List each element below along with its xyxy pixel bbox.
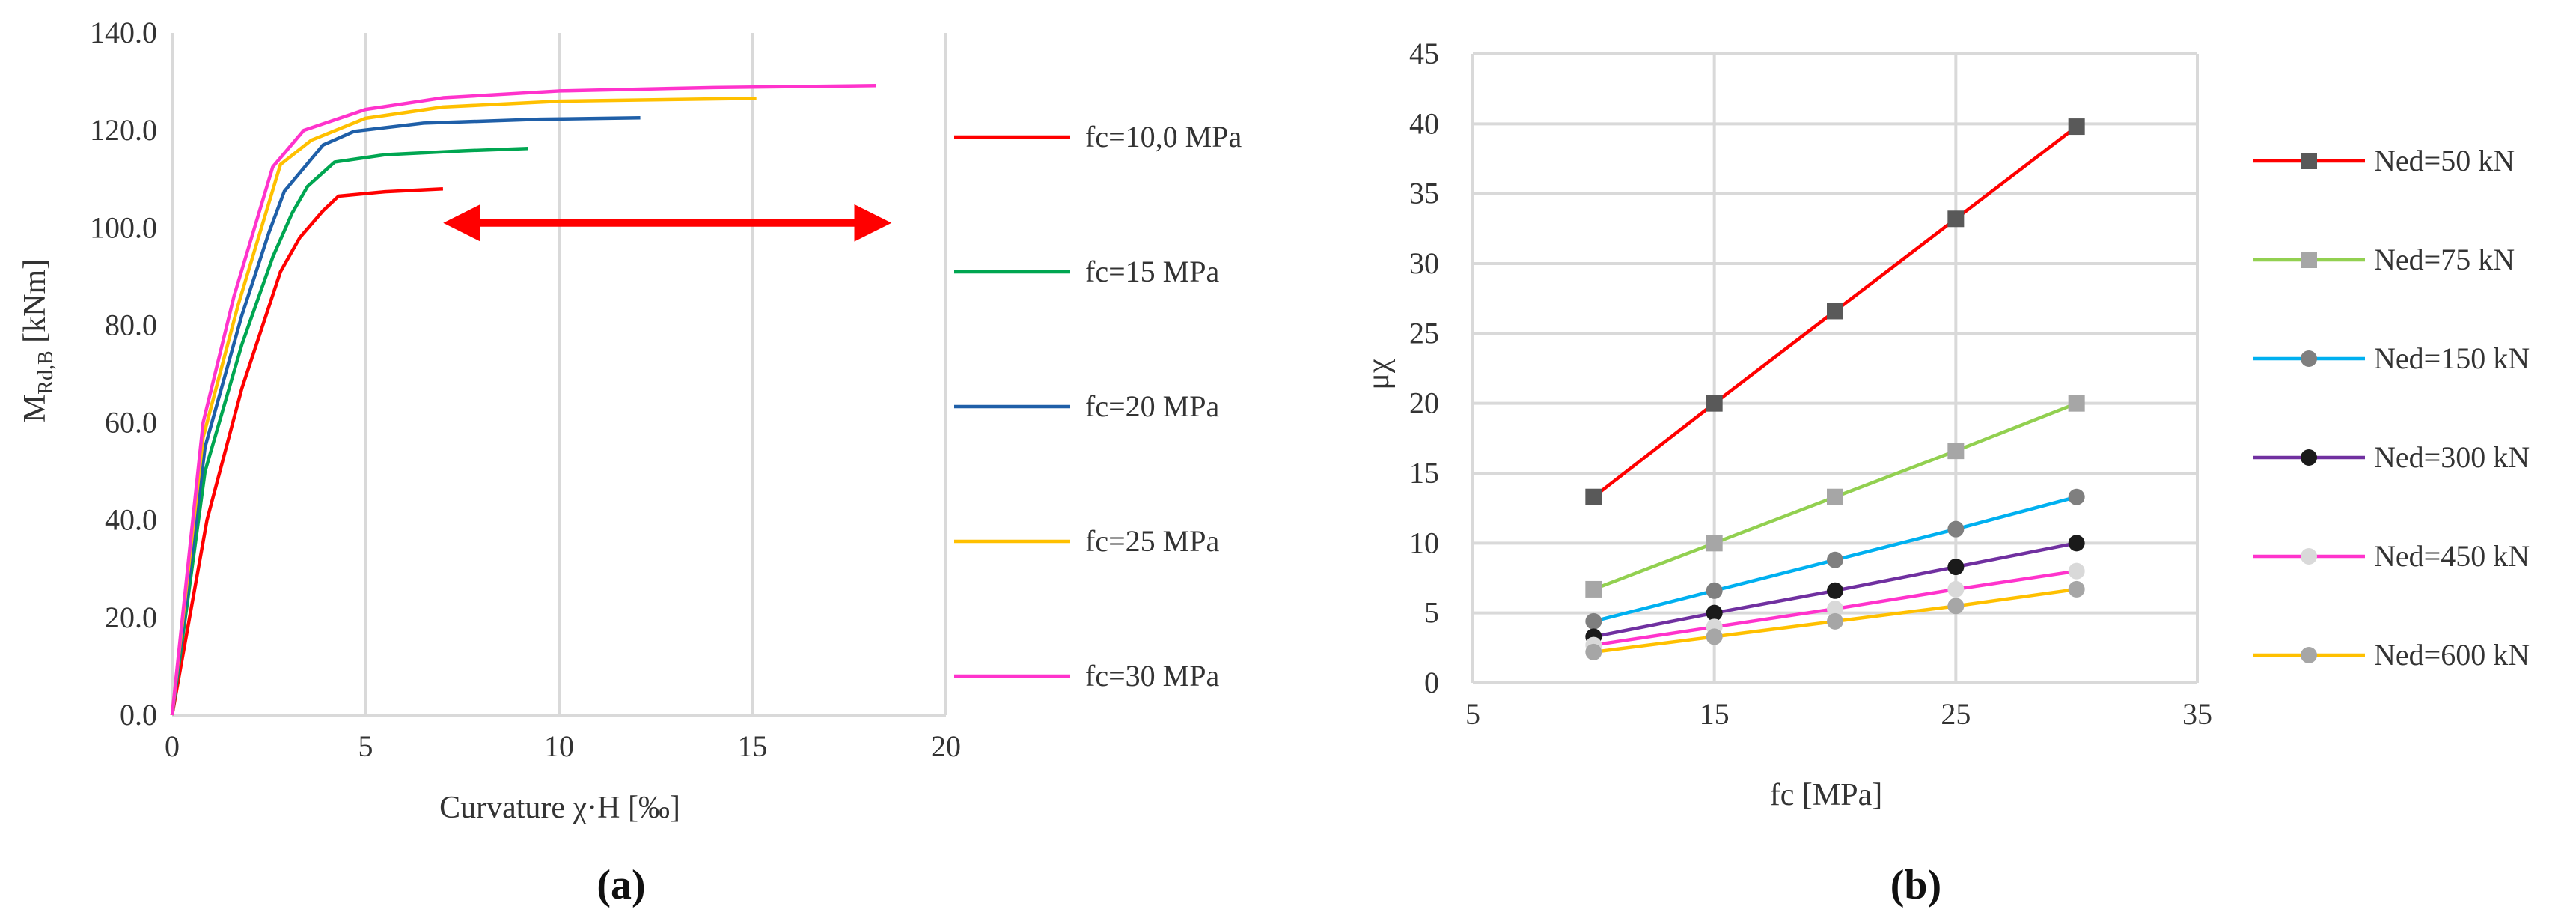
chart-b-data-point (1947, 210, 1965, 228)
chart-a-axes (171, 33, 946, 717)
chart-b-y-axis-label: μχ (1361, 359, 1396, 390)
chart-a-x-tick-label: 20 (931, 729, 961, 763)
chart-a-y-axis-label: MRd,B [kNm] (18, 259, 58, 422)
chart-b-data-point (1585, 612, 1602, 630)
chart-b-x-tick-labels: 5 15 25 35 (1465, 697, 2212, 731)
chart-a-x-tick-label: 15 (738, 729, 768, 763)
chart-b-legend-marker (2301, 350, 2317, 367)
chart-a-y-tick-label: 40.0 (105, 503, 157, 537)
chart-b-panel-label: (b) (1890, 862, 1941, 908)
chart-a-series-line (170, 84, 876, 716)
chart-b-legend: Ned=50 kN Ned=75 kN Ned=150 kN Ned=300 kN Ne… (2253, 144, 2530, 672)
chart-b-data-point (1706, 535, 1723, 552)
chart-b-data-point (1947, 520, 1965, 538)
chart-b-y-tick-label: 20 (1409, 386, 1439, 420)
chart-b-data-point (1827, 303, 1843, 320)
chart-b-x-tick-label: 15 (1700, 697, 1730, 731)
chart-b-y-tick-label: 0 (1424, 666, 1439, 699)
chart-a-legend-label: fc=15 MPa (1085, 255, 1219, 288)
chart-a-y-tick-label: 80.0 (105, 308, 157, 341)
chart-a-series-line (170, 146, 528, 716)
chart-b-data-point (1947, 598, 1965, 615)
chart-b-data-point (2068, 580, 2085, 598)
chart-b-data-point (1827, 582, 1843, 599)
chart-b-legend-label: Ned=75 kN (2374, 243, 2515, 276)
chart-b-legend-label: Ned=600 kN (2374, 638, 2530, 672)
chart-b-y-tick-label: 30 (1409, 246, 1439, 280)
chart-b-data-point (1827, 488, 1843, 505)
chart-b-data-point (1585, 643, 1602, 660)
chart-a-x-tick-label: 5 (358, 729, 373, 763)
chart-b-y-tick-label: 25 (1409, 316, 1439, 350)
chart-a-legend: fc=10,0 MPa fc=15 MPa fc=20 MPa fc=25 MPa fc… (954, 120, 1242, 693)
chart-b-y-tick-label: 45 (1409, 37, 1439, 70)
chart-b-data-point (1947, 443, 1965, 460)
chart-b-legend-marker (2301, 548, 2317, 565)
chart-b-data-point (1827, 601, 1843, 618)
chart-a-y-tick-label: 0.0 (120, 698, 157, 732)
chart-a-panel-label: (a) (596, 862, 645, 908)
chart-b-x-axis-label: fc [MPa] (1770, 778, 1882, 812)
chart-b-data-point (1706, 604, 1723, 621)
chart-b-data-point (1585, 488, 1602, 505)
chart-b-legend-marker (2301, 153, 2317, 169)
chart-b-y-tick-label: 5 (1424, 596, 1439, 630)
chart-b-legend-label: Ned=50 kN (2374, 144, 2515, 177)
chart-b-data-point (1947, 580, 1965, 598)
chart-b-legend-marker (2301, 449, 2317, 466)
chart-a-x-tick-labels: 0 5 10 15 20 (165, 729, 961, 763)
chart-a-series-line (170, 186, 444, 716)
chart-b-data-point (1827, 551, 1843, 568)
chart-b-legend-label: Ned=300 kN (2374, 440, 2530, 474)
chart-a-gridlines (364, 33, 947, 715)
chart-b-legend-label: Ned=150 kN (2374, 341, 2530, 375)
chart-b-data-point (1827, 612, 1843, 630)
chart-a-series-line (170, 96, 757, 716)
chart-a-y-tick-label: 100.0 (90, 210, 157, 244)
chart-b-series-group (1585, 118, 2085, 660)
chart-a-x-tick-label: 10 (544, 729, 574, 763)
chart-b-y-tick-label: 35 (1409, 177, 1439, 210)
chart-b-data-point (1585, 580, 1602, 598)
chart-a-x-axis-label: Curvature χ·H [‰] (439, 791, 680, 825)
chart-a-y-tick-label: 20.0 (105, 601, 157, 634)
chart-b-y-tick-label: 15 (1409, 456, 1439, 490)
chart-b-data-point (2068, 118, 2085, 136)
chart-a-legend-label: fc=20 MPa (1085, 389, 1219, 423)
chart-b-data-point (1706, 628, 1723, 645)
chart-b-data-point (2068, 562, 2085, 580)
chart-b-data-point (2068, 395, 2085, 412)
chart-b-x-tick-label: 5 (1465, 697, 1480, 731)
chart-b-data-point (1947, 559, 1965, 576)
chart-a-series-group (170, 84, 876, 716)
chart-b-data-point (2068, 488, 2085, 505)
chart-a-y-tick-label: 140.0 (90, 16, 157, 49)
chart-a-legend-label: fc=25 MPa (1085, 524, 1219, 558)
chart-a-y-tick-labels: 0.0 20.0 40.0 60.0 80.0 100.0 120.0 140.0 (90, 16, 157, 732)
chart-b-data-point (1706, 582, 1723, 599)
chart-a-x-tick-label: 0 (165, 729, 180, 763)
chart-a-moment-curvature: 0 5 10 15 20 0.0 20.0 40.0 60.0 80.0 100.0 120.0 14… (18, 16, 1242, 908)
chart-b-data-point (2068, 535, 2085, 552)
chart-a-y-tick-label: 120.0 (90, 113, 157, 147)
chart-a-series-line (170, 115, 641, 716)
chart-b-legend-label: Ned=450 kN (2374, 539, 2530, 573)
chart-b-x-tick-label: 25 (1941, 697, 1971, 731)
chart-b-y-tick-label: 10 (1409, 526, 1439, 559)
chart-a-legend-label: fc=10,0 MPa (1085, 120, 1242, 153)
chart-b-legend-marker (2301, 252, 2317, 268)
chart-b-y-tick-labels: 0 5 10 15 20 25 30 35 40 45 (1409, 37, 1439, 699)
chart-b-axes (1471, 54, 2197, 684)
chart-a-legend-label: fc=30 MPa (1085, 659, 1219, 693)
chart-b-data-point (1706, 395, 1723, 412)
chart-a-y-tick-label: 60.0 (105, 406, 157, 440)
chart-b-y-tick-label: 40 (1409, 106, 1439, 140)
chart-b-legend-marker (2301, 647, 2317, 663)
chart-b-x-tick-label: 35 (2182, 697, 2212, 731)
